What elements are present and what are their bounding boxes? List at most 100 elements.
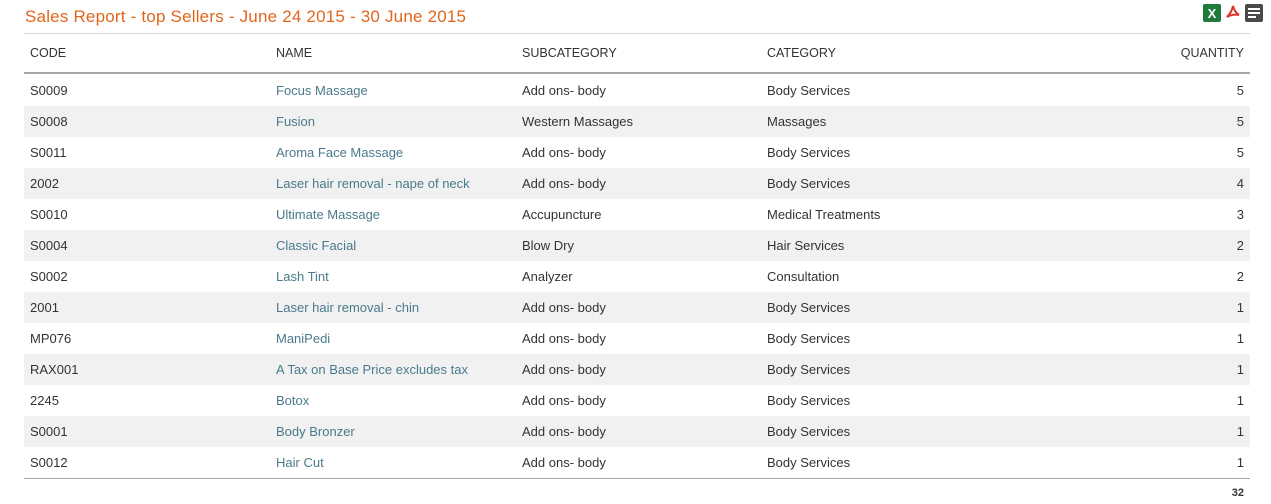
table-row: S0004 Classic Facial Blow Dry Hair Services… (24, 230, 1250, 261)
cell-subcategory: Add ons- body (516, 75, 761, 106)
cell-code: MP076 (24, 323, 270, 354)
cell-name: A Tax on Base Price excludes tax (270, 354, 516, 385)
excel-export-icon[interactable]: X (1203, 4, 1221, 22)
cell-code: 2002 (24, 168, 270, 199)
cell-name: Lash Tint (270, 261, 516, 292)
table-row: MP076 ManiPedi Add ons- body Body Services 1 (24, 323, 1250, 354)
cell-subcategory: Add ons- body (516, 354, 761, 385)
cell-name: Ultimate Massage (270, 199, 516, 230)
cell-code: S0012 (24, 447, 270, 478)
cell-name: ManiPedi (270, 323, 516, 354)
cell-category: Body Services (761, 75, 1073, 106)
cell-name: Botox (270, 385, 516, 416)
excel-letter: X (1207, 5, 1217, 21)
service-name-link[interactable]: ManiPedi (276, 331, 331, 346)
table-header-row: CODE NAME SUBCATEGORY CATEGORY QUANTITY (24, 34, 1250, 74)
cell-name: Laser hair removal - nape of neck (270, 168, 516, 199)
cell-category: Medical Treatments (761, 199, 1073, 230)
cell-subcategory: Add ons- body (516, 447, 761, 478)
header-spacer (24, 73, 1250, 75)
cell-code: S0009 (24, 75, 270, 106)
cell-quantity: 1 (1073, 447, 1250, 478)
cell-subcategory: Add ons- body (516, 137, 761, 168)
service-name-link[interactable]: Lash Tint (276, 269, 329, 284)
cell-quantity: 5 (1073, 106, 1250, 137)
cell-subcategory: Analyzer (516, 261, 761, 292)
text-lines-icon (1248, 8, 1260, 18)
pdf-export-icon[interactable] (1224, 4, 1242, 22)
table-row: S0012 Hair Cut Add ons- body Body Services 1 (24, 447, 1250, 478)
cell-subcategory: Add ons- body (516, 323, 761, 354)
cell-quantity: 1 (1073, 292, 1250, 323)
table-row: 2245 Botox Add ons- body Body Services 1 (24, 385, 1250, 416)
service-name-link[interactable]: Hair Cut (276, 455, 324, 470)
cell-quantity: 3 (1073, 199, 1250, 230)
report-title: Sales Report - top Sellers - June 24 201… (25, 7, 467, 26)
table-row: S0010 Ultimate Massage Accupuncture Medical… (24, 199, 1250, 230)
cell-subcategory: Add ons- body (516, 292, 761, 323)
title-divider (24, 33, 1250, 34)
cell-category: Body Services (761, 447, 1073, 478)
cell-subcategory: Add ons- body (516, 416, 761, 447)
cell-subcategory: Add ons- body (516, 385, 761, 416)
service-name-link[interactable]: Body Bronzer (276, 424, 355, 439)
cell-quantity: 4 (1073, 168, 1250, 199)
table-bottom-rule (24, 478, 1250, 479)
cell-quantity: 5 (1073, 137, 1250, 168)
cell-category: Body Services (761, 354, 1073, 385)
service-name-link[interactable]: Aroma Face Massage (276, 145, 404, 160)
quantity-total: 32 (1231, 487, 1244, 499)
service-name-link[interactable]: Focus Massage (276, 83, 368, 98)
cell-category: Hair Services (761, 230, 1073, 261)
cell-name: Laser hair removal - chin (270, 292, 516, 323)
cell-code: 2001 (24, 292, 270, 323)
cell-code: S0011 (24, 137, 270, 168)
service-name-link[interactable]: Botox (276, 393, 310, 408)
cell-code: S0010 (24, 199, 270, 230)
cell-name: Hair Cut (270, 447, 516, 478)
cell-category: Body Services (761, 137, 1073, 168)
column-header-subcategory[interactable]: SUBCATEGORY (516, 34, 761, 74)
cell-subcategory: Western Massages (516, 106, 761, 137)
service-name-link[interactable]: Ultimate Massage (276, 207, 381, 222)
cell-code: S0008 (24, 106, 270, 137)
table-row: S0009 Focus Massage Add ons- body Body Serv… (24, 75, 1250, 106)
top-sellers-table: CODE NAME SUBCATEGORY CATEGORY QUANTITY … (24, 34, 1250, 478)
service-name-link[interactable]: Laser hair removal - chin (276, 300, 420, 315)
cell-name: Body Bronzer (270, 416, 516, 447)
column-header-code[interactable]: CODE (24, 34, 270, 74)
cell-category: Body Services (761, 385, 1073, 416)
cell-subcategory: Add ons- body (516, 168, 761, 199)
service-name-link[interactable]: Fusion (276, 114, 316, 129)
cell-category: Massages (761, 106, 1073, 137)
cell-quantity: 1 (1073, 323, 1250, 354)
service-name-link[interactable]: A Tax on Base Price excludes tax (276, 362, 468, 377)
pdf-icon-graphic (1226, 5, 1240, 18)
cell-category: Body Services (761, 292, 1073, 323)
table-row: S0002 Lash Tint Analyzer Consultation 2 (24, 261, 1250, 292)
cell-category: Body Services (761, 168, 1073, 199)
column-header-category[interactable]: CATEGORY (761, 34, 1073, 74)
table-row: 2002 Laser hair removal - nape of neck Add… (24, 168, 1250, 199)
cell-quantity: 1 (1073, 354, 1250, 385)
cell-name: Focus Massage (270, 75, 516, 106)
service-name-link[interactable]: Laser hair removal - nape of neck (276, 176, 470, 191)
cell-quantity: 2 (1073, 261, 1250, 292)
cell-code: S0004 (24, 230, 270, 261)
cell-quantity: 2 (1073, 230, 1250, 261)
cell-category: Body Services (761, 416, 1073, 447)
cell-subcategory: Accupuncture (516, 199, 761, 230)
column-header-name[interactable]: NAME (270, 34, 516, 74)
cell-name: Fusion (270, 106, 516, 137)
cell-category: Body Services (761, 323, 1073, 354)
cell-quantity: 1 (1073, 385, 1250, 416)
service-name-link[interactable]: Classic Facial (276, 238, 357, 253)
export-toolbar: X (1203, 4, 1263, 22)
text-export-icon[interactable] (1245, 4, 1263, 22)
cell-name: Classic Facial (270, 230, 516, 261)
cell-subcategory: Blow Dry (516, 230, 761, 261)
column-header-quantity[interactable]: QUANTITY (1073, 34, 1250, 74)
cell-category: Consultation (761, 261, 1073, 292)
cell-code: S0001 (24, 416, 270, 447)
table-row: 2001 Laser hair removal - chin Add ons- bo… (24, 292, 1250, 323)
